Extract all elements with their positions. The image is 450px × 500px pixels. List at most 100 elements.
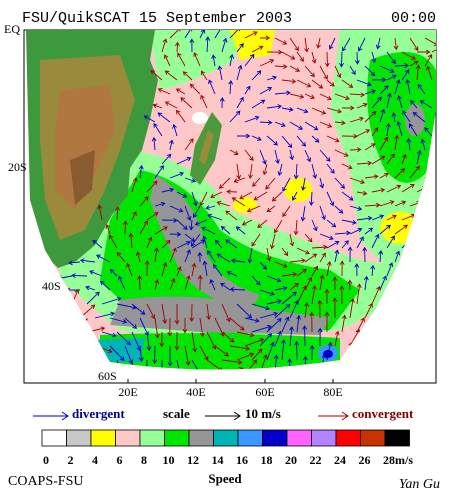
colorbar-tick-label: 28 [383,453,395,467]
wind-arrow [221,331,235,343]
wind-arrow [176,241,191,249]
colorbar-tick-label: 14 [212,453,224,467]
wind-arrow [169,30,182,39]
wind-arrow [326,79,335,87]
wind-arrow [259,35,271,41]
wind-arrow [341,240,349,249]
wind-arrow [317,327,323,347]
wind-arrow [157,112,171,123]
wind-arrow [296,51,304,62]
wind-arrow [311,79,324,89]
wind-arrow [277,163,283,177]
wind-arrow [266,205,276,213]
wind-arrow [154,226,168,235]
wind-arrow [236,303,253,319]
wind-arrow [157,88,171,95]
wind-arrow [201,226,216,235]
colorbar-box [335,429,361,447]
wind-arrow [259,333,273,347]
wind-arrow [184,138,194,151]
wind-arrow [405,78,411,95]
wind-arrow [324,288,330,305]
wind-arrow [266,49,283,55]
divergent-label: divergent [72,406,125,421]
wind-arrow [154,247,159,263]
wind-arrow [349,147,362,153]
wind-arrow [356,102,368,109]
colorbar-box [213,429,239,447]
colorbar-box [311,429,337,447]
wind-arrow [167,317,173,337]
wind-arrow [402,110,411,123]
wind-arrow [189,303,195,322]
speed-field [230,30,275,60]
wind-arrow [341,191,354,201]
wind-arrow [357,37,366,52]
wind-arrow [220,282,231,291]
wind-arrow [159,331,165,348]
wind-arrow [257,219,268,229]
wind-arrow [206,303,211,321]
wind-arrow [176,266,182,277]
wind-arrow [334,65,342,79]
wind-arrow [356,236,364,249]
wind-arrow [334,177,345,189]
colorbar-box [188,429,214,447]
wind-arrow [200,94,208,109]
wind-arrow [308,191,314,206]
wind-arrow [161,187,175,193]
wind-arrow [394,79,401,95]
wind-arrow [408,123,418,137]
wind-arrow [419,100,433,109]
wind-arrow [326,219,337,228]
wind-arrow [294,340,300,361]
wind-arrow [164,70,178,81]
wind-arrow [237,133,251,139]
wind-arrow [356,190,368,196]
wind-arrow [172,123,178,137]
wind-arrow [391,112,397,123]
colorbar-box [286,429,312,447]
colorbar-tick-label: 24 [334,453,346,467]
wind-arrow [176,359,183,370]
wind-arrow [426,65,433,81]
wind-arrow [334,149,349,157]
wind-arrow [415,64,421,81]
wind-arrow [219,97,225,109]
divergent-arrow [33,411,69,421]
wind-arrow [137,275,143,291]
wind-arrow [199,30,206,39]
wind-arrow [206,359,224,370]
colorbar-tick-label: 10 [163,453,175,467]
wind-arrow [289,282,299,291]
colorbar-box [66,429,92,447]
wind-arrow [386,214,397,221]
wind-arrow [236,96,244,109]
wind-arrow [241,219,253,226]
wind-arrow [236,331,255,338]
wind-arrow [184,275,191,291]
wind-arrow [311,163,318,179]
wind-arrow [394,134,400,151]
wind-arrow [274,285,288,291]
colorbar-tick-label: 4 [92,453,98,467]
colorbar-box [139,429,165,447]
colorbar-box [262,429,288,447]
wind-arrow [236,352,255,361]
wind-arrow [319,65,328,80]
wind-arrow [401,51,416,60]
wind-arrow [167,345,173,367]
wind-arrow [296,247,310,255]
wind-arrow [152,103,163,109]
wind-arrow [266,135,278,146]
wind-arrow [169,231,182,237]
wind-arrow [371,285,381,305]
wind-arrow [229,30,242,39]
land [199,130,214,165]
wind-arrow [281,316,290,333]
wind-arrow [371,77,387,83]
wind-arrow [424,127,433,137]
wind-arrow [412,111,426,123]
wind-arrow [281,247,289,257]
wind-arrow [231,197,246,207]
